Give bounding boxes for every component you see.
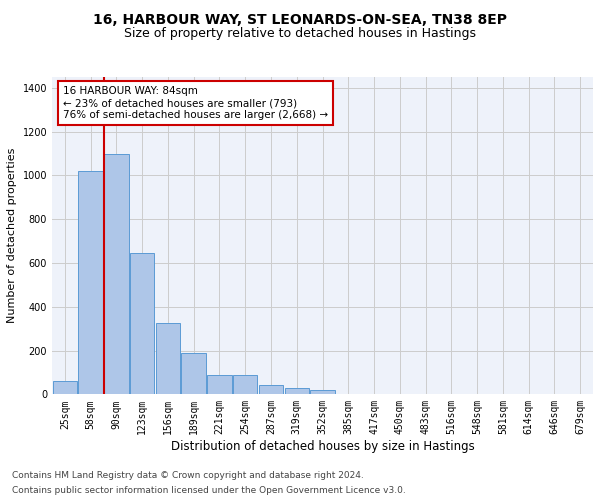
- Bar: [130, 252, 154, 394]
- Text: Contains HM Land Registry data © Crown copyright and database right 2024.: Contains HM Land Registry data © Crown c…: [12, 471, 364, 480]
- Text: 16 HARBOUR WAY: 84sqm
← 23% of detached houses are smaller (793)
76% of semi-det: 16 HARBOUR WAY: 84sqm ← 23% of detached …: [63, 86, 328, 120]
- Text: Size of property relative to detached houses in Hastings: Size of property relative to detached ho…: [124, 28, 476, 40]
- Bar: [53, 382, 77, 394]
- Bar: [207, 374, 232, 394]
- Bar: [155, 323, 180, 394]
- Bar: [259, 385, 283, 394]
- Text: Contains public sector information licensed under the Open Government Licence v3: Contains public sector information licen…: [12, 486, 406, 495]
- Bar: [181, 353, 206, 395]
- Y-axis label: Number of detached properties: Number of detached properties: [7, 148, 17, 324]
- Bar: [310, 390, 335, 394]
- Bar: [104, 154, 128, 394]
- Bar: [79, 171, 103, 394]
- Text: 16, HARBOUR WAY, ST LEONARDS-ON-SEA, TN38 8EP: 16, HARBOUR WAY, ST LEONARDS-ON-SEA, TN3…: [93, 12, 507, 26]
- X-axis label: Distribution of detached houses by size in Hastings: Distribution of detached houses by size …: [170, 440, 475, 453]
- Bar: [284, 388, 309, 394]
- Bar: [233, 374, 257, 394]
